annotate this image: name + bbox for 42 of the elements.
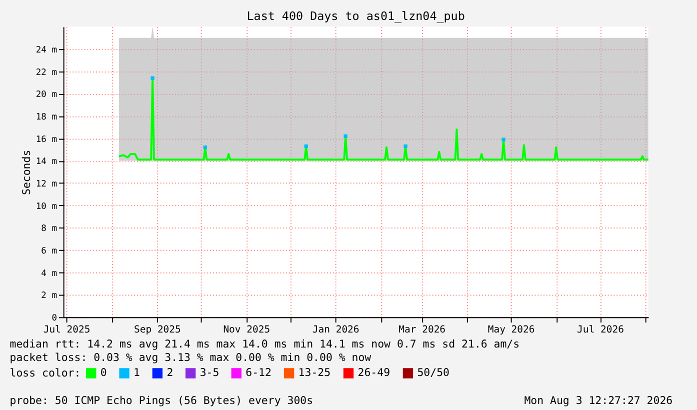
- legend-label: 0: [100, 366, 107, 380]
- x-tick-label: Mar 2026: [398, 324, 446, 336]
- legend-label: 6-12: [246, 366, 272, 380]
- text: probe: 50 ICMP Echo Pings (56 Bytes) every 300s: [10, 394, 314, 407]
- y-tick-label: 8 m: [41, 224, 58, 234]
- point: [344, 134, 348, 138]
- y-tick-label: 10 m: [36, 202, 58, 212]
- legend-label: 50/50: [417, 366, 450, 380]
- y-tick-label: 6 m: [41, 246, 58, 257]
- line-series: [118, 77, 650, 161]
- y-tick-label: 4 m: [41, 268, 58, 279]
- point: [150, 76, 154, 80]
- y-tick-label: 22 m: [36, 68, 58, 78]
- y-tick-label: 16 m: [36, 134, 58, 145]
- y-tick-label: 2 m: [41, 291, 58, 302]
- text: packet loss: 0.03 % avg 3.13 % max 0.00 % min 0.00 % now: [10, 351, 372, 364]
- y-axis-title: Seconds: [20, 150, 34, 196]
- legend-label: 2: [166, 366, 174, 380]
- text: median rtt: 14.2 ms avg 21.4 ms max 14.0 ms min 14.1 ms now 0.7 ms sd 21.6 am/s: [10, 337, 520, 350]
- y-tick-label: 0: [52, 314, 58, 324]
- legend-label: 1: [134, 366, 140, 380]
- y-tick-label: 18 m: [36, 112, 58, 122]
- x-tick-label: Jan 2026: [312, 324, 360, 336]
- point: [404, 144, 408, 148]
- chart-title: Last 400 Days to as01_lzn04_pub: [246, 8, 465, 23]
- x-tick-label: May 2026: [488, 324, 535, 336]
- y-tick-label: 20 m: [36, 90, 58, 100]
- y-tick-label: 12 m: [36, 180, 58, 190]
- point: [203, 146, 208, 150]
- y-tick-label: 14 m: [36, 157, 58, 168]
- x-tick-label: Jul 2026: [577, 324, 624, 336]
- text: Mon Aug 3 12:27:27 2026: [524, 394, 673, 407]
- legend-label: 26-49: [358, 366, 390, 380]
- point: [304, 144, 308, 148]
- legend-label: 3-5: [200, 366, 220, 380]
- x-tick-label: Sep 2025: [134, 324, 182, 336]
- point: [502, 138, 506, 142]
- x-tick-label: Nov 2025: [223, 324, 270, 336]
- y-tick-label: 24 m: [36, 45, 58, 56]
- legend-label: 13-25: [298, 366, 331, 380]
- legend-title: loss color:: [10, 366, 81, 380]
- x-tick-label: Jul 2025: [43, 324, 90, 336]
